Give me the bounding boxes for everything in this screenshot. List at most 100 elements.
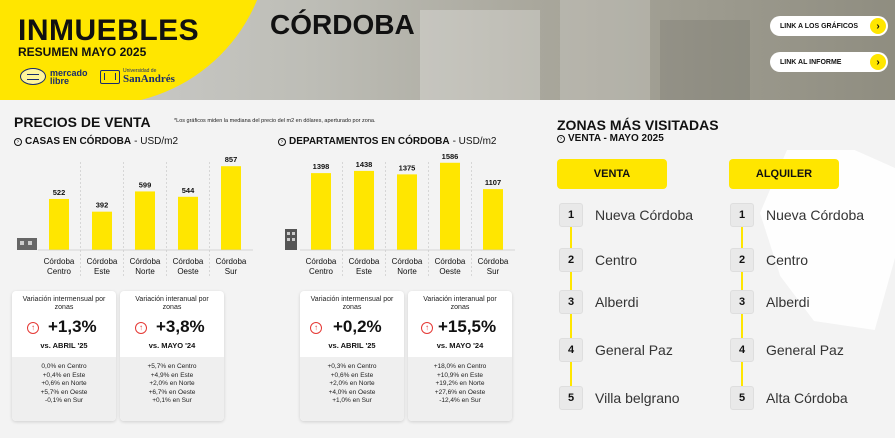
arrow-circle-icon: › xyxy=(278,137,286,146)
zone-name: Villa belgrano xyxy=(595,390,680,406)
brand-subtitle: RESUMEN MAYO 2025 xyxy=(18,45,147,59)
zone-list-item: 4 General Paz xyxy=(730,338,844,362)
card-value: +3,8% xyxy=(156,317,205,336)
arrow-right-icon: › xyxy=(870,54,886,70)
arrow-up-icon: ↑ xyxy=(27,322,39,334)
zone-connector xyxy=(741,314,743,338)
apartments-bar xyxy=(354,170,374,250)
sanandres-small-text: Universidad de xyxy=(123,68,157,74)
card-detail: +0,4% en Este xyxy=(42,371,86,379)
card-label: Variación intermensual por zonas xyxy=(22,296,106,311)
card-detail: 0,0% en Centro xyxy=(41,363,87,370)
apartments-value-label: 1375 xyxy=(399,163,416,172)
apartments-value-label: 1586 xyxy=(442,152,459,161)
zone-rank: 1 xyxy=(730,203,754,227)
card-detail: -12,4% en Sur xyxy=(439,397,481,404)
zone-list-item: 3 Alberdi xyxy=(559,290,639,314)
houses-value-label: 544 xyxy=(182,186,195,195)
building-photo-block xyxy=(660,20,750,100)
houses-category-label: Córdoba Norte xyxy=(130,257,161,276)
houses-value-label: 392 xyxy=(96,201,109,210)
zone-rank: 2 xyxy=(730,248,754,272)
zone-connector xyxy=(570,272,572,290)
zone-rank: 5 xyxy=(559,386,583,410)
zone-list-item: 2 Centro xyxy=(559,248,637,272)
card-detail: -0,1% en Sur xyxy=(45,397,83,404)
card-detail: +2,0% en Norte xyxy=(329,380,375,387)
apartments-subtitle: › DEPARTAMENTOS EN CÓRDOBA - USD/m2 xyxy=(278,136,496,147)
card-label: Variación interanual por zonas xyxy=(423,296,497,311)
zone-rank: 3 xyxy=(559,290,583,314)
apartments-value-label: 1438 xyxy=(356,160,373,169)
houses-yearly-card: Variación interanual por zonas ↑ +3,8% v… xyxy=(120,291,224,421)
apartments-category-label: Córdoba Este xyxy=(349,257,380,276)
apartments-bar xyxy=(483,189,503,250)
houses-bar xyxy=(49,198,69,250)
zones-title: ZONAS MÁS VISITADAS xyxy=(557,117,719,133)
card-compare: vs. ABRIL '25 xyxy=(328,341,376,350)
zone-list-item: 5 Alta Córdoba xyxy=(730,386,848,410)
rent-zones-header: ALQUILER xyxy=(729,159,839,189)
zone-name: Centro xyxy=(766,252,809,268)
zone-rank: 3 xyxy=(730,290,754,314)
houses-subtitle-unit: - USD/m2 xyxy=(134,136,179,147)
zone-list-item: 4 General Paz xyxy=(559,338,673,362)
crest-icon xyxy=(100,70,120,84)
zone-list-item: 1 Nueva Córdoba xyxy=(730,203,864,227)
card-compare: vs. ABRIL '25 xyxy=(40,341,88,350)
card-detail: +5,7% en Oeste xyxy=(40,388,88,396)
houses-subtitle: › CASAS EN CÓRDOBA - USD/m2 xyxy=(14,136,178,147)
zone-connector xyxy=(570,227,572,248)
brand-title: INMUEBLES xyxy=(18,14,200,47)
card-details: +18,0% en Centro +10,9% en Este +19,2% e… xyxy=(408,357,512,421)
card-detail: +0,6% en Norte xyxy=(41,380,87,387)
prices-title: PRECIOS DE VENTA xyxy=(14,114,151,130)
zone-rank: 4 xyxy=(730,338,754,362)
zones-subtitle: › VENTA - MAYO 2025 xyxy=(557,133,664,144)
card-value: +0,2% xyxy=(333,317,382,336)
arrow-circle-icon: › xyxy=(14,137,22,146)
houses-value-label: 599 xyxy=(139,180,152,189)
apartments-bar xyxy=(440,162,460,250)
zone-list-item: 3 Alberdi xyxy=(730,290,810,314)
zones-subtitle-text: VENTA - MAYO 2025 xyxy=(568,133,664,144)
link-charts-label: LINK A LOS GRÁFICOS xyxy=(780,22,859,30)
link-report-button[interactable]: LINK AL INFORME › xyxy=(770,52,888,72)
houses-category-label: Córdoba Este xyxy=(87,257,118,276)
apartments-category-label: Córdoba Centro xyxy=(306,257,337,276)
card-detail: +18,0% en Centro xyxy=(433,363,487,370)
sanandres-logo: Universidad de SanAndrés xyxy=(100,69,175,85)
card-detail: +27,6% en Oeste xyxy=(434,388,486,396)
zone-name: Nueva Córdoba xyxy=(766,207,865,223)
arrow-circle-icon: › xyxy=(557,134,565,143)
houses-bar xyxy=(178,196,198,250)
zone-connector xyxy=(570,314,572,338)
mercadolibre-logo: mercado libre xyxy=(20,68,88,85)
card-detail: +5,7% en Centro xyxy=(147,363,197,370)
zone-list-item: 5 Villa belgrano xyxy=(559,386,680,410)
card-detail: +0,1% en Sur xyxy=(152,397,192,404)
apartments-subtitle-unit: - USD/m2 xyxy=(452,136,497,147)
zone-rank: 4 xyxy=(559,338,583,362)
card-details: 0,0% en Centro +0,4% en Este +0,6% en No… xyxy=(12,357,116,421)
card-detail: +0,6% en Este xyxy=(330,371,374,379)
card-detail: +19,2% en Norte xyxy=(435,380,485,387)
apartments-category-label: Córdoba Sur xyxy=(478,257,509,276)
apartments-price-chart: 1398 Córdoba Centro 1438 Córdoba Este 1375 Córd… xyxy=(300,152,515,278)
prices-note: *Los gráficos miden la mediana del preci… xyxy=(174,118,376,124)
apartments-value-label: 1107 xyxy=(485,178,501,187)
houses-subtitle-bold: CASAS EN CÓRDOBA xyxy=(25,136,132,147)
card-label: Variación interanual por zonas xyxy=(135,296,209,311)
zone-name: Alberdi xyxy=(595,294,639,310)
houses-monthly-card: Variación intermensual por zonas ↑ +1,3%… xyxy=(12,291,116,421)
link-report-label: LINK AL INFORME xyxy=(780,58,842,66)
card-details: +5,7% en Centro +4,9% en Este +2,0% en N… xyxy=(120,357,224,421)
houses-value-label: 857 xyxy=(225,155,238,164)
zone-name: Nueva Córdoba xyxy=(595,207,694,223)
card-compare: vs. MAYO '24 xyxy=(148,341,196,350)
city-title: CÓRDOBA xyxy=(270,9,415,40)
apartments-bar xyxy=(311,173,331,250)
link-charts-button[interactable]: LINK A LOS GRÁFICOS › xyxy=(770,16,888,36)
zone-connector xyxy=(741,227,743,248)
arrow-up-icon: ↑ xyxy=(421,322,433,334)
